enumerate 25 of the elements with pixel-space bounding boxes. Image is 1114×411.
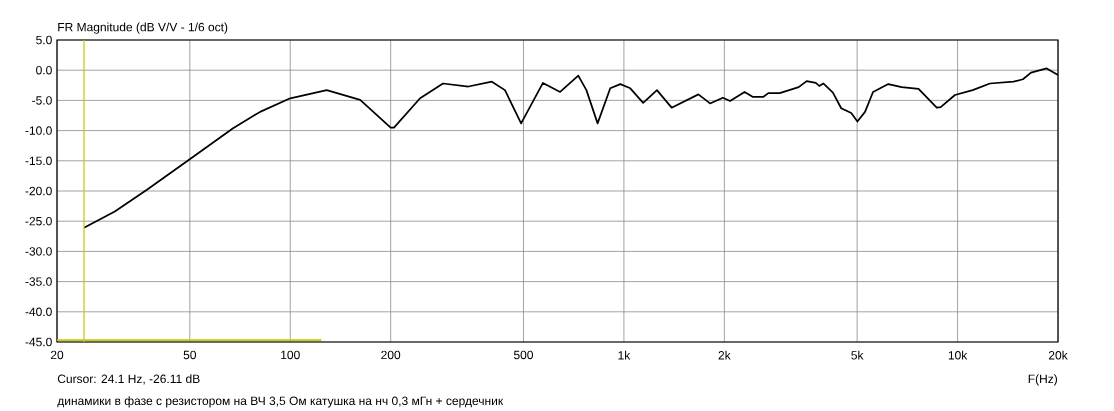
x-tick-label: 20 [50,350,64,360]
x-tick-label: 5k [851,350,864,360]
y-tick-label: -25.0 [25,216,52,226]
y-tick-label: -10.0 [25,126,52,135]
x-axis-title: F(Hz) [1028,374,1058,386]
y-tick-label: -35.0 [25,277,52,286]
y-tick-label: 0.0 [36,65,52,75]
y-tick-label: -45.0 [25,337,52,347]
x-tick-label: 200 [381,350,401,360]
x-tick-label: 20k [1048,350,1068,360]
x-tick-label: 1k [618,350,631,360]
x-tick-label: 2k [718,350,731,360]
x-tick-label: 100 [281,350,300,360]
y-tick-label: -30.0 [25,247,52,256]
text: Cursor: 24.1 Hz, -26.11 dB [57,374,200,385]
x-tick-label: 10k [948,350,968,360]
x-tick-label: 50 [183,350,197,360]
text: динамики в фазе с резистором на ВЧ 3,5 Ом катушка на нч 0,3 мГн + сердечник [57,396,504,408]
y-tick-label: -15.0 [25,156,52,166]
chart-title: FR Magnitude (dB V/V - 1/6 oct) [58,22,228,34]
x-tick-label: 500 [513,350,534,360]
y-tick-label: -20.0 [25,186,52,196]
y-tick-label: -40.0 [25,307,52,317]
y-tick-label: -5.0 [32,96,52,105]
y-tick-label: 5.0 [36,35,52,45]
